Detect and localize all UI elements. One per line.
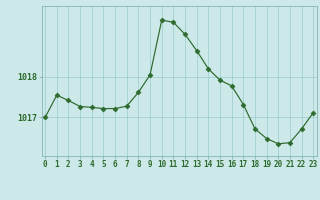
Text: Graphe pression niveau de la mer (hPa): Graphe pression niveau de la mer (hPa) [48,180,272,190]
